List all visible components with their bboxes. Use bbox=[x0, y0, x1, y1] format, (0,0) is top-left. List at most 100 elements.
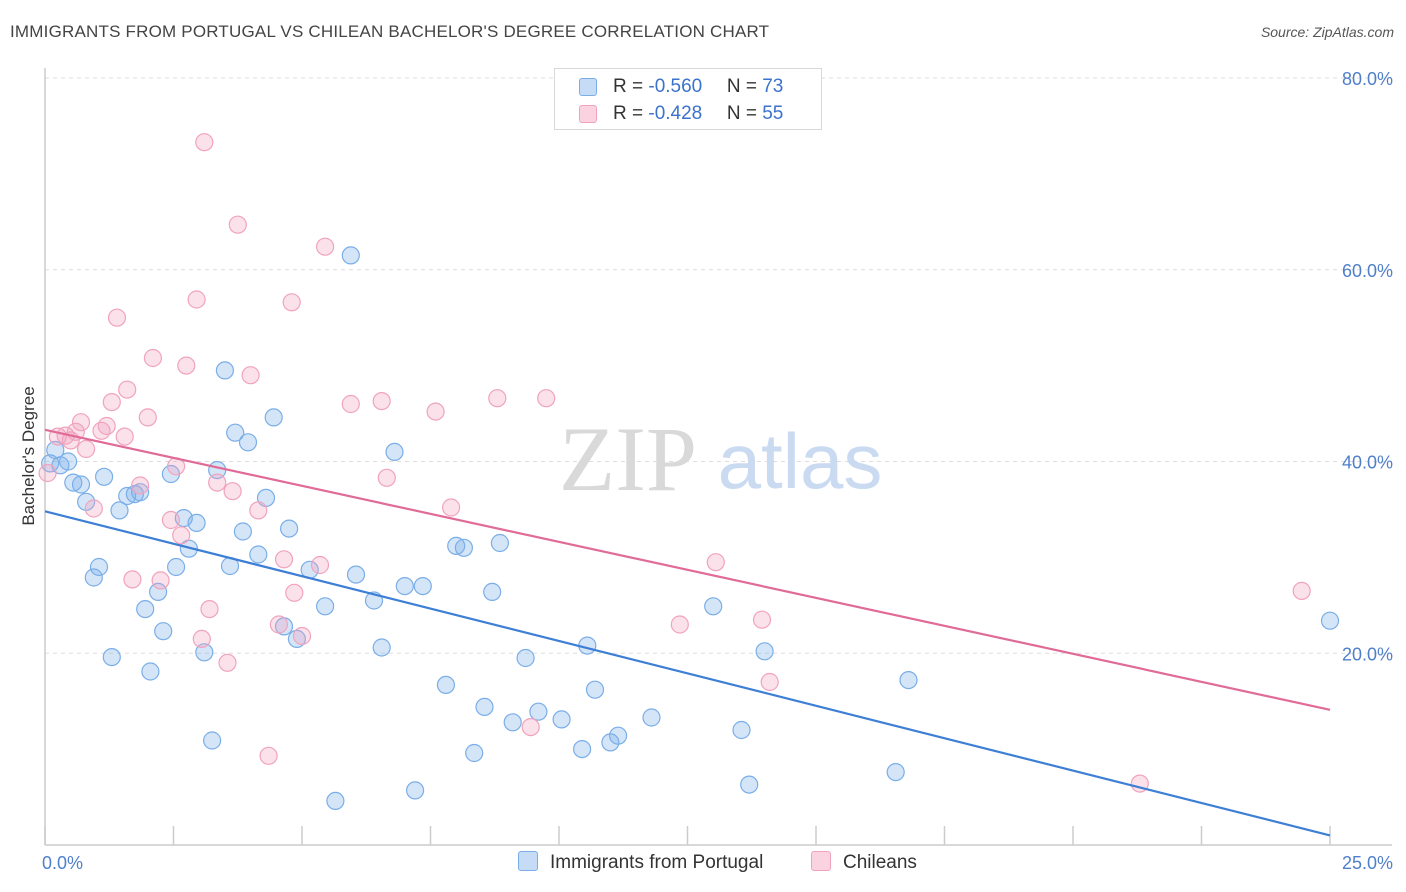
source-credit: Source: ZipAtlas.com bbox=[1260, 24, 1394, 40]
series-name-portugal: Immigrants from Portugal bbox=[550, 852, 764, 873]
portugal-point bbox=[195, 643, 214, 662]
correlation-legend: R = -0.560 N = 73 R = -0.428 N = 55 bbox=[554, 68, 822, 130]
portugal-point bbox=[89, 557, 109, 577]
portugal-point bbox=[233, 522, 252, 541]
portugal-point bbox=[102, 647, 121, 667]
portugal-point bbox=[503, 713, 522, 732]
legend-r-label: R = bbox=[613, 103, 649, 124]
chilean-point bbox=[341, 394, 360, 414]
chileans-swatch bbox=[579, 105, 597, 123]
legend-r-label: R = bbox=[613, 76, 649, 97]
chilean-point bbox=[172, 526, 191, 545]
portugal-point bbox=[490, 533, 509, 553]
chilean-point bbox=[123, 570, 142, 589]
portugal-point bbox=[395, 576, 414, 596]
chilean-point bbox=[228, 215, 247, 234]
y-tick-label: 40.0% bbox=[1342, 453, 1393, 473]
chilean-point bbox=[223, 482, 242, 501]
chilean-point bbox=[372, 392, 391, 411]
legend-n-label: N = bbox=[726, 103, 763, 124]
chilean-point bbox=[151, 571, 170, 590]
portugal-legend-swatch bbox=[518, 851, 538, 871]
portugal-point bbox=[326, 791, 345, 811]
y-tick-label: 20.0% bbox=[1342, 644, 1393, 664]
chilean-point bbox=[282, 293, 301, 312]
portugal-point bbox=[585, 680, 605, 699]
portugal-point bbox=[346, 565, 366, 584]
portugal-point bbox=[899, 670, 918, 690]
chilean-point bbox=[192, 629, 211, 649]
chilean-point bbox=[102, 393, 121, 412]
watermark: ZIP atlas bbox=[559, 408, 882, 510]
portugal-point bbox=[601, 733, 620, 752]
chilean-point bbox=[208, 473, 227, 492]
chilean-point bbox=[218, 653, 237, 672]
portugal-point bbox=[141, 662, 160, 681]
portugal-point bbox=[287, 629, 306, 649]
chilean-point bbox=[752, 610, 772, 629]
chilean-point bbox=[488, 389, 507, 408]
portugal-point bbox=[475, 697, 494, 717]
chilean-point bbox=[316, 237, 335, 256]
chilean-point bbox=[310, 555, 330, 575]
chilean-point bbox=[84, 499, 103, 518]
chilean-point bbox=[537, 389, 556, 408]
gridlines bbox=[45, 77, 1392, 654]
watermark-zip: ZIP bbox=[559, 408, 697, 510]
chilean-point bbox=[269, 615, 288, 634]
portugal-point bbox=[131, 483, 150, 502]
portugal-point bbox=[226, 423, 245, 442]
portugal-point bbox=[203, 731, 222, 750]
portugal-point bbox=[76, 492, 96, 511]
series-name-chileans: Chileans bbox=[843, 852, 917, 873]
portugal-point bbox=[167, 557, 186, 577]
portugal-point bbox=[886, 762, 905, 782]
portugal-point bbox=[385, 442, 404, 461]
legend-r-value-chileans: -0.428 bbox=[648, 103, 703, 124]
portugal-point bbox=[264, 408, 283, 427]
trend-lines bbox=[44, 428, 1331, 837]
chilean-point bbox=[118, 380, 137, 399]
portugal-point bbox=[483, 582, 502, 602]
watermark-atlas: atlas bbox=[718, 417, 883, 505]
chilean-point bbox=[670, 615, 689, 634]
portugal-point bbox=[732, 720, 751, 740]
portugal-point bbox=[516, 648, 535, 668]
chilean-point bbox=[71, 413, 91, 432]
portugal-point bbox=[249, 545, 268, 564]
portugal-point bbox=[406, 781, 425, 800]
portugal-point bbox=[436, 675, 455, 695]
portugal-swatch bbox=[579, 78, 597, 96]
chilean-point bbox=[760, 672, 779, 692]
y-axis-label: Bachelor's Degree bbox=[19, 386, 38, 525]
chilean-point bbox=[274, 550, 294, 569]
portugal-point bbox=[740, 775, 759, 794]
y-tick-label: 60.0% bbox=[1342, 261, 1393, 281]
portugal-point bbox=[704, 597, 723, 616]
portugal-point bbox=[372, 638, 391, 657]
chilean-point bbox=[200, 599, 219, 619]
chilean-point bbox=[187, 290, 206, 309]
chilean-point bbox=[138, 408, 157, 427]
x-tick-label-end: 25.0% bbox=[1342, 853, 1393, 873]
legend-n-label: N = bbox=[726, 76, 763, 97]
portugal-point bbox=[154, 622, 173, 641]
y-tick-label: 80.0% bbox=[1342, 69, 1393, 89]
portugal-point bbox=[572, 739, 592, 759]
chilean-point bbox=[38, 463, 57, 483]
chilean-point bbox=[426, 402, 445, 421]
portugal-point bbox=[280, 519, 299, 538]
portugal-point bbox=[238, 433, 258, 452]
legend-r-value-portugal: -0.560 bbox=[648, 76, 703, 97]
portugal-point bbox=[755, 642, 774, 661]
chilean-point bbox=[241, 366, 260, 385]
legend-n-value-portugal: 73 bbox=[762, 76, 784, 97]
tick-labels: 20.0% 40.0% 60.0% 80.0% 0.0% 25.0% bbox=[42, 69, 1393, 873]
chilean-point bbox=[259, 746, 278, 765]
chilean-point bbox=[76, 439, 96, 459]
portugal-point bbox=[58, 452, 78, 471]
portugal-point bbox=[110, 501, 129, 520]
portugal-point bbox=[187, 513, 206, 533]
chileans-legend-swatch bbox=[811, 851, 831, 871]
